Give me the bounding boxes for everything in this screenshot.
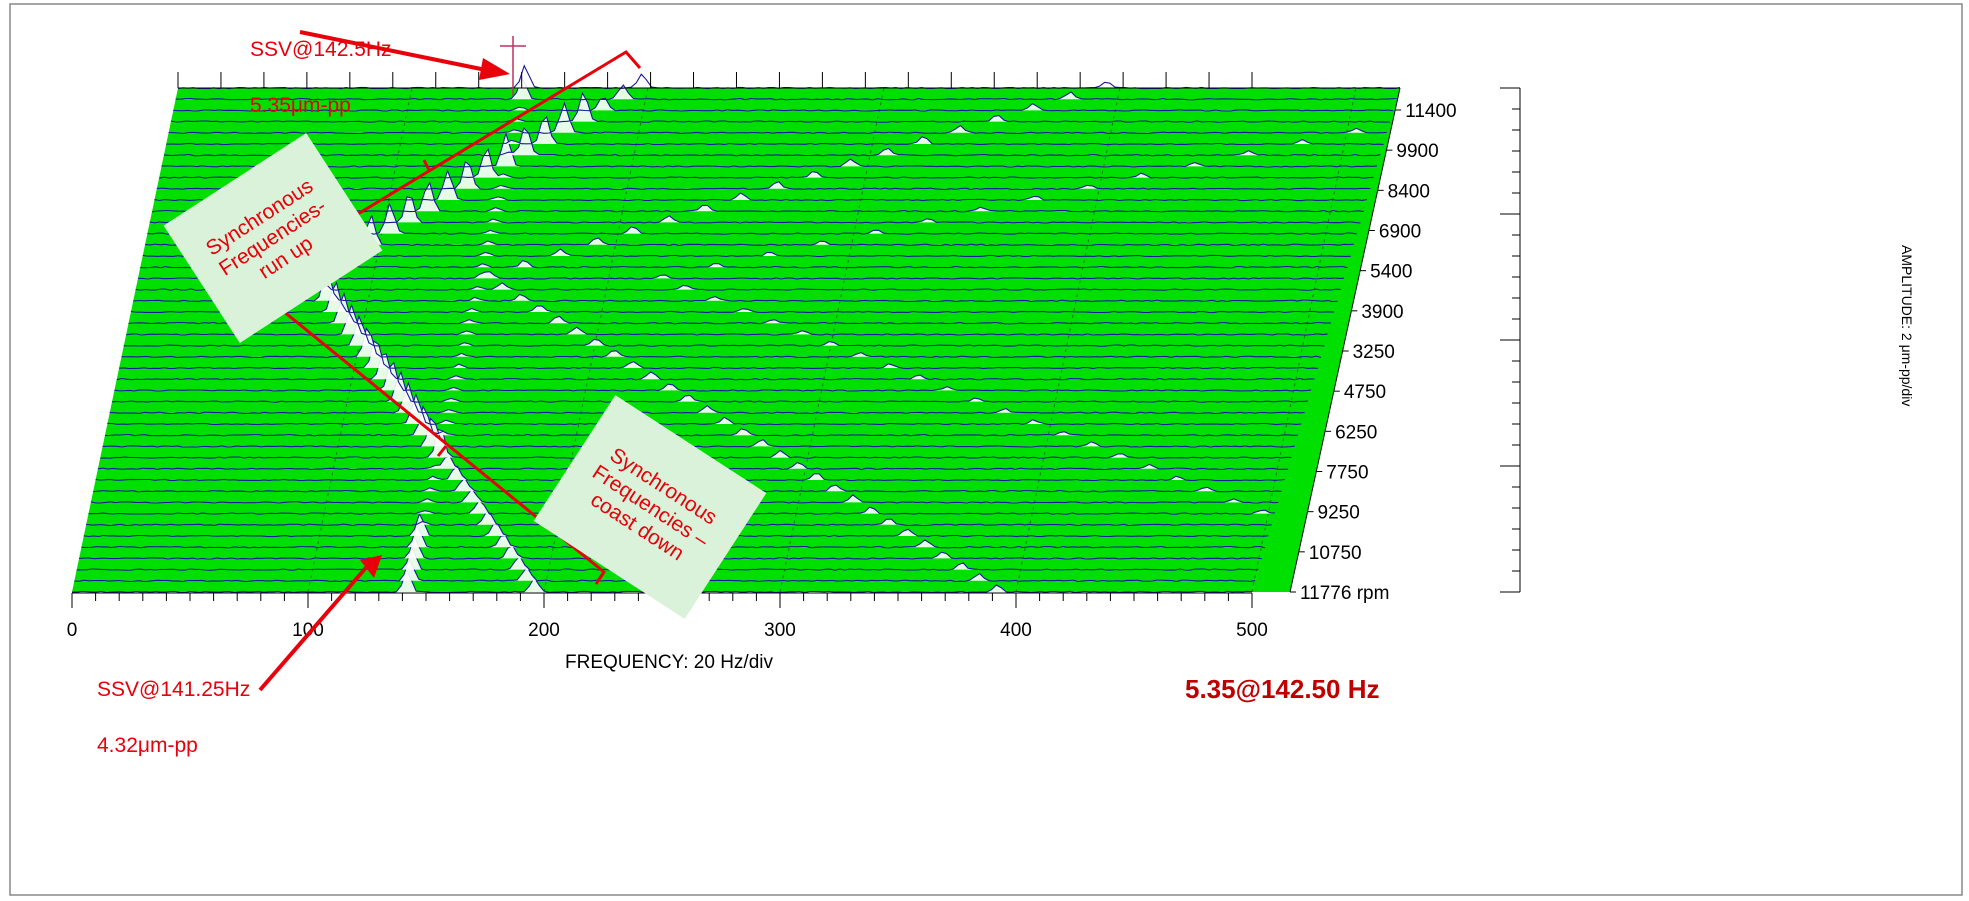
trace-24 [128, 291, 1331, 325]
rpm-label-1: 9900 [1396, 141, 1438, 162]
trace-13 [102, 417, 1295, 448]
coast-down-bracket-mid [436, 445, 448, 457]
trace-43 [173, 97, 1394, 112]
trace-39 [163, 126, 1381, 157]
rpm-label-7: 4750 [1344, 382, 1386, 403]
ssv-top-frequency: SSV@142.5Hz [250, 38, 392, 61]
trace-41 [168, 101, 1387, 134]
x-tick-label-500: 500 [1236, 620, 1268, 641]
trace-14 [104, 404, 1299, 437]
trace-fill-32 [147, 203, 1358, 235]
trace-fill-22 [123, 316, 1325, 347]
plane-right-band [1252, 88, 1400, 592]
ssv-top-label: SSV@142.5Hz 5.35μm-pp [250, 8, 392, 148]
trace-17 [111, 370, 1308, 403]
ssv-bottom-frequency: SSV@141.25Hz [97, 678, 251, 701]
rpm-label-11: 10750 [1309, 543, 1362, 564]
trace-fill-2 [76, 547, 1259, 571]
trace-21 [121, 327, 1322, 358]
cursor-readout: 5.35@142.50 Hz [1185, 674, 1380, 704]
annotation-lines [229, 30, 642, 692]
run-up-bracket-mid [422, 159, 432, 173]
trace-fill-16 [109, 382, 1305, 414]
arrow-top-head [479, 58, 510, 80]
x-tick-label-300: 300 [764, 620, 796, 641]
grid-line-300 [779, 87, 885, 593]
trace-38 [161, 131, 1378, 168]
x-axis-title: FREQUENCY: 20 Hz/div [565, 652, 773, 673]
trace-20 [119, 340, 1318, 370]
trace-16 [109, 381, 1305, 414]
arrow-bottom-head [360, 555, 382, 578]
x-tick-label-200: 200 [528, 620, 560, 641]
arrow-bottom [258, 561, 372, 692]
x-tick-label-400: 400 [1000, 620, 1032, 641]
trace-42 [170, 91, 1391, 123]
arrow-top [299, 30, 487, 72]
trace-36 [156, 160, 1371, 190]
ssv-top-amplitude: 5.35μm-pp [250, 94, 351, 117]
trace-27 [135, 263, 1341, 291]
ssv-bottom-label: SSV@141.25Hz 4.32μm-pp [97, 648, 250, 788]
trace-40 [166, 115, 1384, 146]
rpm-labels: 11400 9900 8400 6900 5400 3900 3250 4750 6250 775… [1290, 101, 1457, 604]
rpm-label-10: 9250 [1318, 503, 1360, 524]
rpm-label-4: 5400 [1370, 262, 1412, 283]
trace-44 [175, 76, 1397, 101]
y-axis-title: AMPLITUDE: 2 μm-pp/div [1899, 245, 1915, 407]
rpm-label-5: 3900 [1361, 302, 1403, 323]
grid-line-500 [1251, 87, 1357, 593]
rpm-label-2: 8400 [1388, 181, 1430, 202]
trace-15 [107, 392, 1302, 426]
rpm-label-0: 11400 [1405, 101, 1456, 122]
trace-37 [159, 147, 1374, 179]
trace-18 [114, 361, 1312, 392]
grid-line-100 [307, 87, 413, 593]
rpm-label-12: 11776 rpm [1300, 583, 1389, 604]
ssv-bottom-amplitude: 4.32μm-pp [97, 734, 198, 757]
rpm-label-6: 3250 [1353, 342, 1395, 363]
rpm-label-3: 6900 [1379, 222, 1421, 243]
rpm-label-9: 7750 [1326, 463, 1368, 484]
x-tick-label-0: 0 [67, 620, 78, 641]
trace-26 [133, 272, 1338, 302]
rpm-label-8: 6250 [1335, 422, 1377, 443]
trace-35 [154, 169, 1368, 202]
grid-line-400 [1015, 87, 1121, 593]
trace-23 [126, 303, 1328, 336]
waterfall-traces [71, 64, 1401, 594]
trace-19 [116, 353, 1315, 381]
